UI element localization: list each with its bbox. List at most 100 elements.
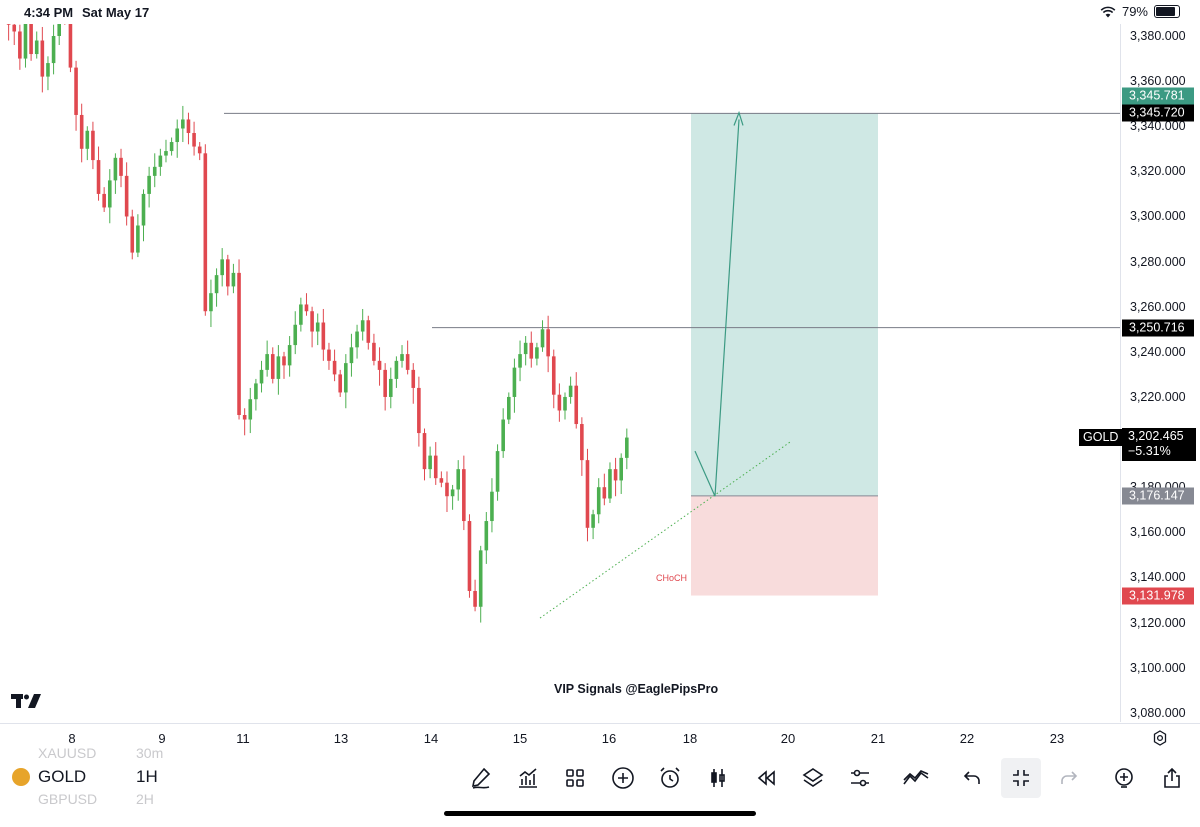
status-bar: 4:34 PM Sat May 17 79% [0, 0, 1200, 24]
candle-body [214, 275, 219, 294]
price-tick: 3,160.000 [1130, 525, 1186, 540]
candle-body [596, 487, 601, 515]
undo-button[interactable] [957, 763, 987, 793]
add-button[interactable] [608, 763, 638, 793]
entry-price-label: 3,176.147 [1122, 487, 1194, 505]
current-price: 3,202.465 [1128, 429, 1184, 443]
candle-body [287, 345, 292, 366]
candle-body [12, 24, 17, 32]
share-button[interactable] [1157, 763, 1187, 793]
add-alert-icon [1115, 768, 1133, 788]
interval-selector[interactable]: 1H [136, 767, 158, 786]
time-axis[interactable]: 8 9 11 13 14 15 16 18 20 21 22 23 [0, 723, 1200, 752]
candle-body [613, 469, 618, 481]
templates-button[interactable] [560, 763, 590, 793]
price-chart[interactable] [0, 24, 1120, 722]
candle-body [181, 119, 185, 129]
settings-button[interactable] [845, 763, 875, 793]
price-change: −5.31% [1128, 444, 1171, 458]
status-time: 4:34 PM [24, 5, 74, 20]
candle-body [349, 347, 354, 364]
redo-button[interactable] [1054, 763, 1084, 793]
candle-body [119, 157, 123, 176]
candle-body [473, 590, 477, 607]
candle-body [220, 259, 224, 276]
candle-body [428, 455, 432, 470]
watermark: VIP Signals @EaglePipsPro [554, 682, 719, 696]
candle-body [608, 469, 612, 499]
candle-body [34, 40, 39, 55]
ghost-next-interval: 2H [136, 791, 154, 807]
indicators-button[interactable] [513, 763, 543, 793]
price-axis[interactable]: 3,080.000 3,100.000 3,120.000 3,140.000 3,16… [1120, 24, 1200, 722]
candle-body [231, 272, 236, 287]
candle-body [315, 322, 320, 332]
alert-button[interactable] [655, 763, 685, 793]
candle-body [79, 114, 84, 149]
replay-button[interactable] [751, 763, 781, 793]
candle-body [484, 521, 489, 551]
candle-body [282, 356, 286, 366]
candle-body [237, 272, 241, 416]
date-tick: 23 [1049, 731, 1065, 746]
compare-button[interactable] [901, 763, 931, 793]
candle-body [74, 67, 78, 115]
chart-area[interactable]: CHoCH [0, 24, 1120, 722]
candle-body [433, 455, 438, 479]
candle-body [209, 293, 213, 312]
candle-body [394, 360, 399, 379]
candle-body [130, 216, 135, 253]
date-tick: 22 [959, 731, 975, 746]
candle-body [591, 514, 595, 528]
replay-icon [757, 770, 775, 786]
candle-body [57, 24, 61, 36]
candle-style-button[interactable] [703, 763, 733, 793]
candle-body [141, 193, 146, 226]
date-tick: 21 [870, 731, 886, 746]
candle-body [495, 451, 500, 492]
date-tick: 16 [601, 731, 617, 746]
profit-zone [691, 113, 878, 496]
date-tick: 11 [236, 731, 250, 746]
candle-body [186, 119, 191, 134]
gold-symbol-icon[interactable] [12, 768, 30, 786]
compare-icon [903, 770, 929, 785]
candle-body [175, 128, 180, 143]
battery-percent: 79% [1121, 4, 1148, 19]
candle-body [338, 374, 342, 393]
add-alert-button[interactable] [1109, 763, 1139, 793]
battery-icon [1154, 5, 1180, 18]
share-icon [1164, 767, 1180, 788]
candle-body [462, 469, 466, 522]
axis-settings-icon[interactable] [1152, 730, 1168, 746]
candle-body [242, 415, 247, 420]
exit-fullscreen-button[interactable] [1001, 758, 1041, 798]
candle-body [529, 342, 534, 359]
candle-body [321, 322, 326, 350]
candle-body [6, 24, 11, 25]
drawing-tools-icon [471, 767, 491, 789]
candle-body [107, 180, 112, 208]
candle-body [388, 378, 393, 397]
candle-body [585, 460, 590, 528]
price-tick: 3,100.000 [1130, 660, 1186, 675]
price-tick: 3,260.000 [1130, 299, 1186, 314]
drawing-tools-button[interactable] [466, 763, 496, 793]
candle-body [540, 329, 545, 348]
candle-body [192, 133, 196, 147]
candle-body [512, 367, 517, 397]
candle-body [574, 385, 579, 425]
choch-annotation[interactable]: CHoCH [656, 573, 688, 583]
candle-body [152, 166, 157, 176]
candle-body [563, 396, 567, 411]
candle-body [23, 24, 28, 59]
tradingview-logo [11, 694, 41, 708]
candle-body [169, 142, 174, 152]
price-tick: 3,360.000 [1130, 74, 1186, 89]
symbol-selector[interactable]: GOLD [38, 767, 87, 786]
candle-body [299, 304, 303, 325]
candle-body [310, 311, 314, 332]
candle-body [164, 151, 168, 156]
layers-button[interactable] [798, 763, 828, 793]
exit-fullscreen-icon [1013, 770, 1029, 786]
